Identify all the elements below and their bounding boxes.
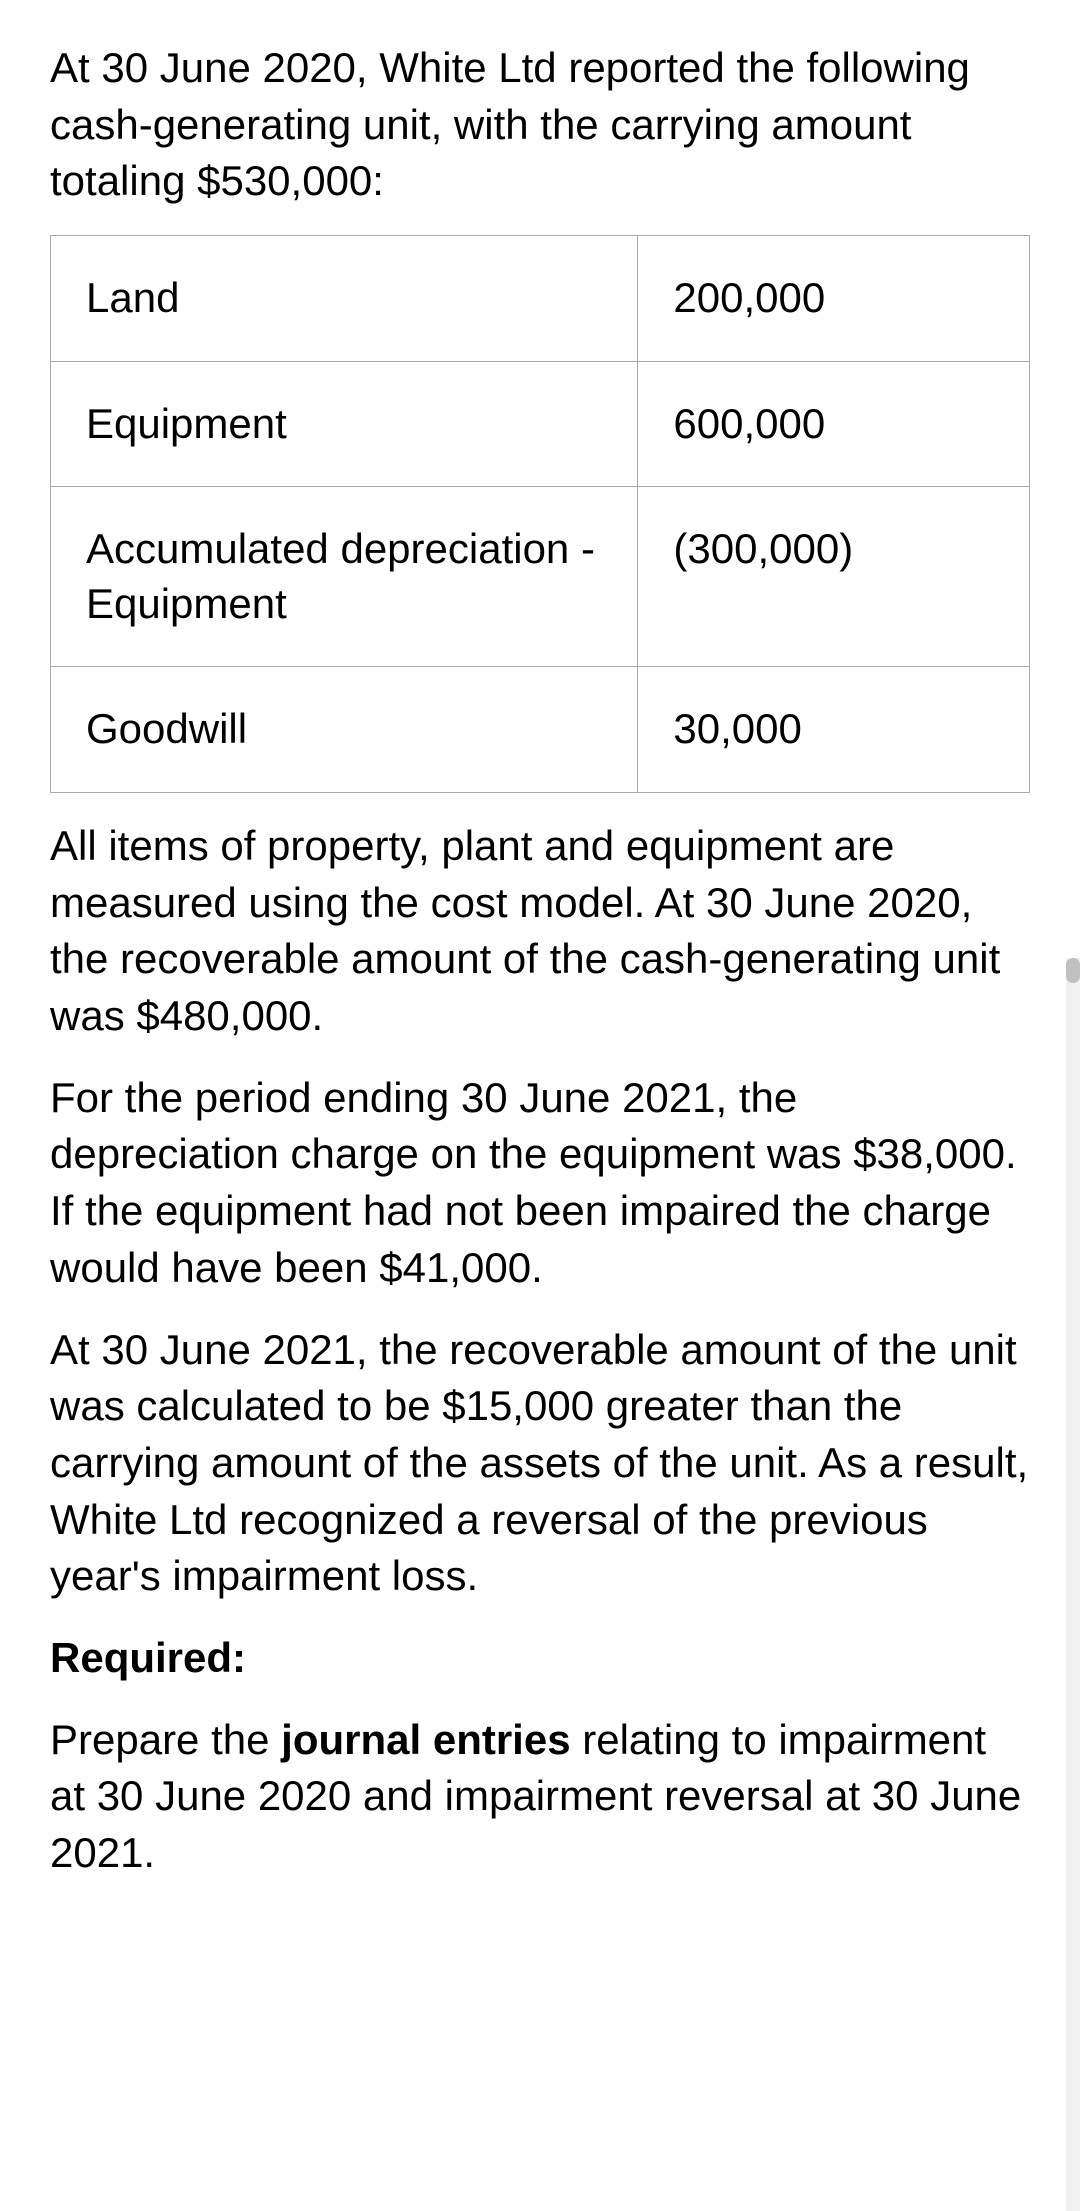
para-depreciation: For the period ending 30 June 2021, the … bbox=[50, 1070, 1030, 1297]
cgu-table: Land 200,000 Equipment 600,000 Accumulat… bbox=[50, 235, 1030, 793]
intro-paragraph: At 30 June 2020, White Ltd reported the … bbox=[50, 40, 1030, 210]
task-prefix: Prepare the bbox=[50, 1716, 281, 1763]
required-heading: Required: bbox=[50, 1630, 1030, 1687]
table-cell-value: (300,000) bbox=[638, 487, 1030, 667]
scrollbar-track[interactable] bbox=[1066, 958, 1080, 2211]
table-cell-value: 600,000 bbox=[638, 361, 1030, 487]
task-paragraph: Prepare the journal entries relating to … bbox=[50, 1712, 1030, 1882]
table-row: Land 200,000 bbox=[51, 236, 1030, 362]
para-reversal: At 30 June 2021, the recoverable amount … bbox=[50, 1322, 1030, 1605]
table-cell-value: 200,000 bbox=[638, 236, 1030, 362]
table-cell-label: Goodwill bbox=[51, 667, 638, 793]
scrollbar-thumb[interactable] bbox=[1066, 958, 1080, 983]
table-cell-label: Equipment bbox=[51, 361, 638, 487]
table-row: Equipment 600,000 bbox=[51, 361, 1030, 487]
table-row: Goodwill 30,000 bbox=[51, 667, 1030, 793]
para-cost-model: All items of property, plant and equipme… bbox=[50, 818, 1030, 1045]
table-cell-label: Land bbox=[51, 236, 638, 362]
table-cell-label: Accumulated depreciation - Equipment bbox=[51, 487, 638, 667]
table-cell-value: 30,000 bbox=[638, 667, 1030, 793]
task-bold: journal entries bbox=[281, 1716, 570, 1763]
table-row: Accumulated depreciation - Equipment (30… bbox=[51, 487, 1030, 667]
